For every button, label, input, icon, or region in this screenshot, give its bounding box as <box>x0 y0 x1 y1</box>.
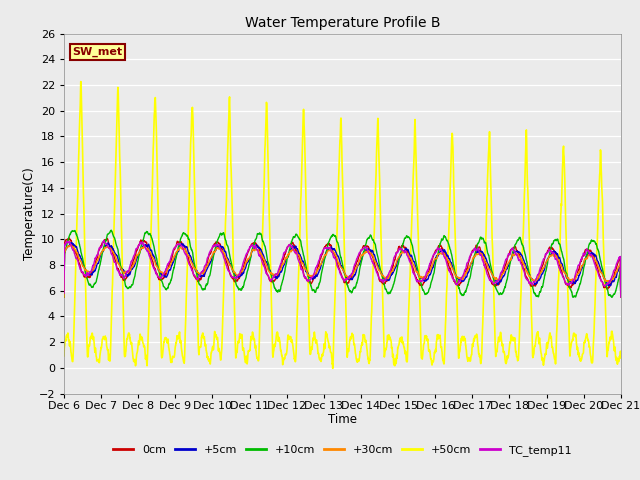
Title: Water Temperature Profile B: Water Temperature Profile B <box>244 16 440 30</box>
0cm <box>504 253 512 259</box>
+30cm <box>371 259 379 264</box>
+10cm <box>504 270 512 276</box>
TC_temp11 <box>504 251 512 257</box>
+50cm <box>359 336 367 341</box>
TC_temp11 <box>60 290 68 296</box>
+50cm <box>77 79 84 84</box>
+10cm <box>216 233 223 239</box>
+10cm <box>60 294 68 300</box>
+10cm <box>359 253 367 259</box>
TC_temp11 <box>359 246 367 252</box>
+30cm <box>584 256 591 262</box>
+5cm <box>584 253 591 259</box>
+50cm <box>617 352 625 358</box>
Text: SW_met: SW_met <box>72 47 122 58</box>
X-axis label: Time: Time <box>328 413 357 426</box>
+10cm <box>108 227 115 233</box>
+5cm <box>568 280 575 286</box>
+50cm <box>371 202 379 207</box>
+10cm <box>371 240 379 246</box>
0cm <box>371 263 379 268</box>
Line: 0cm: 0cm <box>64 238 621 297</box>
+30cm <box>359 252 367 258</box>
TC_temp11 <box>568 280 575 286</box>
+30cm <box>67 242 74 248</box>
+30cm <box>504 260 512 266</box>
+5cm <box>216 244 223 250</box>
+10cm <box>568 289 575 295</box>
Legend: 0cm, +5cm, +10cm, +30cm, +50cm, TC_temp11: 0cm, +5cm, +10cm, +30cm, +50cm, TC_temp1… <box>109 440 576 460</box>
+30cm <box>568 276 575 282</box>
+50cm <box>568 338 576 344</box>
Line: +10cm: +10cm <box>64 230 621 297</box>
0cm <box>60 291 68 297</box>
+50cm <box>329 365 337 371</box>
+5cm <box>359 252 367 258</box>
0cm <box>359 245 367 251</box>
+50cm <box>505 352 513 358</box>
Line: TC_temp11: TC_temp11 <box>64 240 621 297</box>
Line: +5cm: +5cm <box>64 243 621 297</box>
+5cm <box>617 294 625 300</box>
Y-axis label: Temperature(C): Temperature(C) <box>22 167 36 260</box>
TC_temp11 <box>216 245 223 251</box>
+5cm <box>60 294 68 300</box>
Line: +50cm: +50cm <box>64 82 621 368</box>
+5cm <box>67 240 75 246</box>
TC_temp11 <box>371 264 379 270</box>
+30cm <box>617 294 625 300</box>
0cm <box>568 283 575 288</box>
+5cm <box>371 253 379 259</box>
TC_temp11 <box>617 294 625 300</box>
+50cm <box>216 348 223 354</box>
0cm <box>216 241 223 247</box>
+10cm <box>617 294 625 300</box>
+30cm <box>216 245 223 251</box>
+50cm <box>584 335 591 341</box>
+5cm <box>504 264 512 269</box>
+30cm <box>60 294 68 300</box>
+10cm <box>584 250 591 255</box>
Line: +30cm: +30cm <box>64 245 621 297</box>
0cm <box>65 235 73 241</box>
0cm <box>617 294 625 300</box>
0cm <box>584 246 591 252</box>
TC_temp11 <box>584 247 591 253</box>
+50cm <box>60 353 68 359</box>
TC_temp11 <box>100 238 108 243</box>
